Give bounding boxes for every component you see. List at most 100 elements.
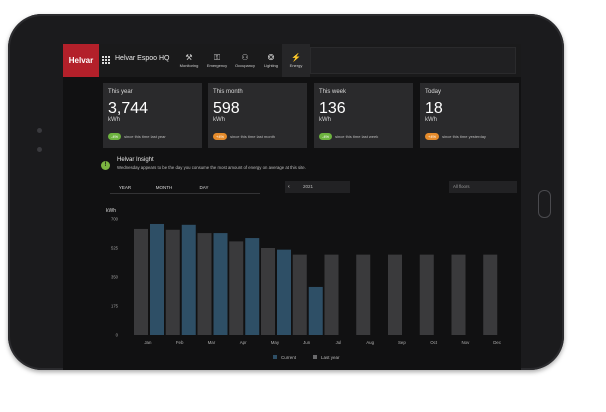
insight-text: Wednesday appears to be the day you cons… [117, 165, 306, 170]
insight-title: Helvar Insight [117, 157, 154, 163]
legend-swatch-current [273, 355, 277, 359]
stat-card-today: Today 18 kWh +4% since this time yesterda… [420, 83, 519, 148]
card-value: 18 [425, 100, 443, 117]
bar-last-year [388, 254, 402, 335]
tools-icon: ⚒ [185, 53, 193, 62]
people-icon: ⚇ [241, 53, 249, 62]
energy-bar-chart: kWh 0 175 350 525 700 Jan Feb Mar Apr May Jun Jul Aug… [106, 208, 502, 360]
x-tick-label: Jul [336, 340, 342, 345]
home-button[interactable] [538, 190, 551, 218]
tab-divider [110, 193, 260, 194]
y-tick-label: 350 [111, 275, 119, 280]
bar-current [308, 286, 323, 335]
brand-logo[interactable]: Helvar [63, 44, 99, 77]
nav-item-label: Emergency [206, 63, 228, 68]
camera-dot [37, 128, 42, 133]
bar-current [181, 224, 196, 335]
bar-current [245, 238, 260, 335]
bar-last-year [356, 254, 371, 335]
nav-item-energy[interactable]: ⚡ Energy [282, 44, 310, 77]
year-picker[interactable]: ‹ 2021 [285, 181, 350, 193]
bar-last-year [292, 254, 307, 335]
bar-current [277, 249, 291, 335]
nav-item-monitoring[interactable]: ⚒ Monitoring [175, 44, 203, 77]
bar-last-year [324, 254, 339, 335]
card-unit: kWh [425, 117, 437, 123]
year-value: 2021 [303, 184, 314, 189]
card-unit: kWh [108, 117, 120, 123]
nav-item-label: Monitoring [179, 63, 199, 68]
x-tick-label: Mar [208, 340, 216, 345]
app-grid-icon[interactable] [102, 56, 110, 64]
stat-card-year: This year 3,744 kWh -4% since this time l… [103, 83, 202, 148]
stat-card-month: This month 598 kWh +4% since this time la… [208, 83, 307, 148]
tablet-device: Helvar Helvar Espoo HQ ⚒ Monitoring ⚿ Em… [8, 14, 564, 370]
bar-current [213, 233, 228, 335]
stat-card-week: This week 136 kWh -4% since this time las… [314, 83, 413, 148]
y-tick-label: 700 [111, 217, 119, 222]
nav-item-lighting[interactable]: ❂ Lighting [257, 44, 285, 77]
comparison-text: since this time last month [230, 134, 276, 139]
emergency-exit-icon: ⚿ [213, 53, 221, 62]
change-badge: +4% [213, 133, 228, 140]
card-comparison: -4% since this time last week [319, 133, 378, 140]
y-tick-label: 525 [111, 246, 119, 251]
y-tick-label: 0 [116, 333, 119, 338]
insight-info-icon: ! [101, 161, 110, 170]
legend-label-last-year: Last year [321, 355, 340, 360]
nav-item-label: Energy [289, 63, 303, 68]
x-tick-label: Jun [303, 340, 311, 345]
bar-last-year [483, 254, 498, 335]
floors-select[interactable]: All floors [449, 181, 517, 193]
y-tick-label: 175 [111, 304, 119, 309]
comparison-text: since this time last year [124, 134, 166, 139]
card-value: 598 [213, 100, 240, 117]
chevron-left-icon[interactable]: ‹ [288, 184, 290, 190]
sensor-dot [37, 147, 42, 152]
card-value: 136 [319, 100, 346, 117]
bar-last-year [419, 254, 434, 335]
x-tick-label: Sep [398, 340, 406, 345]
nav-item-emergency[interactable]: ⚿ Emergency [203, 44, 231, 77]
x-tick-label: Feb [176, 340, 184, 345]
app-screen: Helvar Helvar Espoo HQ ⚒ Monitoring ⚿ Em… [63, 44, 521, 370]
bar-last-year [229, 241, 244, 335]
lightning-icon: ⚡ [291, 53, 301, 62]
y-axis-label: kWh [106, 208, 116, 214]
card-label: This year [108, 89, 133, 95]
card-comparison: +4% since this time yesterday [425, 133, 486, 140]
bar-last-year [165, 229, 180, 335]
card-value: 3,744 [108, 100, 149, 117]
bar-current [150, 223, 164, 335]
card-unit: kWh [319, 117, 331, 123]
legend-swatch-last-year [313, 355, 317, 359]
bar-last-year [134, 228, 148, 335]
comparison-text: since this time last week [335, 134, 379, 139]
change-badge: -4% [108, 133, 122, 140]
card-comparison: -4% since this time last year [108, 133, 166, 140]
tab-month[interactable]: MONTH [155, 185, 173, 190]
site-name[interactable]: Helvar Espoo HQ [115, 55, 170, 62]
card-unit: kWh [213, 117, 225, 123]
bar-last-year [451, 254, 466, 335]
nav-empty-field[interactable] [310, 47, 516, 74]
x-tick-label: Nov [461, 340, 470, 345]
bar-last-year [261, 248, 275, 335]
top-nav: Helvar Helvar Espoo HQ ⚒ Monitoring ⚿ Em… [63, 44, 521, 77]
bar-last-year [197, 233, 212, 335]
x-tick-label: May [271, 340, 280, 345]
nav-item-occupancy[interactable]: ⚇ Occupancy [231, 44, 259, 77]
x-tick-label: Jan [144, 340, 152, 345]
card-comparison: +4% since this time last month [213, 133, 275, 140]
x-tick-label: Aug [366, 340, 374, 345]
tab-day[interactable]: DAY [199, 185, 209, 190]
card-label: This month [213, 89, 243, 95]
x-tick-label: Apr [240, 340, 247, 345]
legend-label-current: Current [281, 355, 297, 360]
nav-item-label: Lighting [263, 63, 278, 68]
lightbulb-icon: ❂ [267, 53, 275, 62]
comparison-text: since this time yesterday [442, 134, 486, 139]
change-badge: -4% [319, 133, 333, 140]
change-badge: +4% [425, 133, 440, 140]
nav-item-label: Occupancy [234, 63, 255, 68]
